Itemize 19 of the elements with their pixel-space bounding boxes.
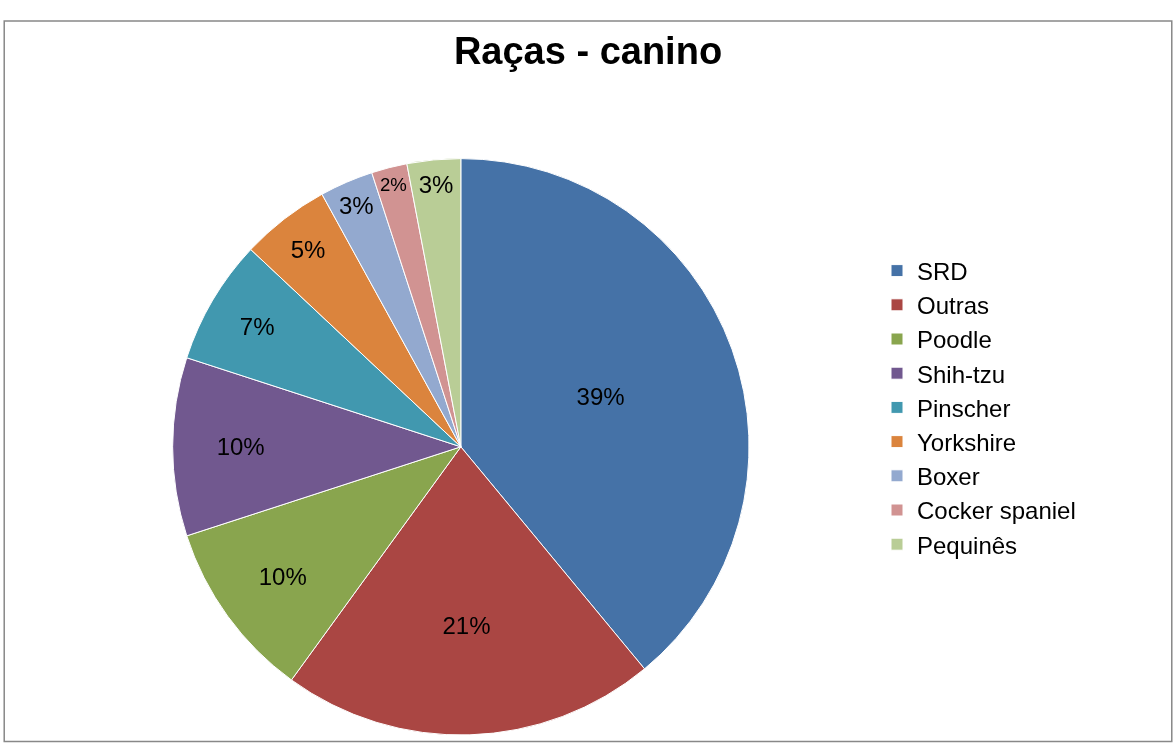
data-label: 2% (379, 173, 407, 195)
legend-label: Poodle (917, 326, 992, 354)
legend-label: Cocker spaniel (917, 497, 1076, 525)
legend-label: Boxer (917, 463, 980, 491)
data-label: 7% (239, 312, 275, 340)
data-label: 10% (258, 562, 307, 590)
data-label: 39% (576, 383, 625, 410)
data-label: 3% (338, 191, 374, 219)
data-label: 21% (442, 611, 491, 639)
legend-label: Pequinês (917, 531, 1018, 559)
data-label: 5% (290, 236, 326, 264)
legend-label: Yorkshire (917, 428, 1017, 456)
chart-title: Raças - canino (453, 29, 723, 72)
data-label: 3% (418, 171, 454, 199)
legend-label: Outras (917, 292, 990, 320)
legend-label: SRD (917, 257, 968, 285)
legend-label: Pinscher (917, 394, 1011, 422)
data-label: 10% (216, 433, 265, 461)
legend-label: Shih-tzu (917, 360, 1006, 388)
